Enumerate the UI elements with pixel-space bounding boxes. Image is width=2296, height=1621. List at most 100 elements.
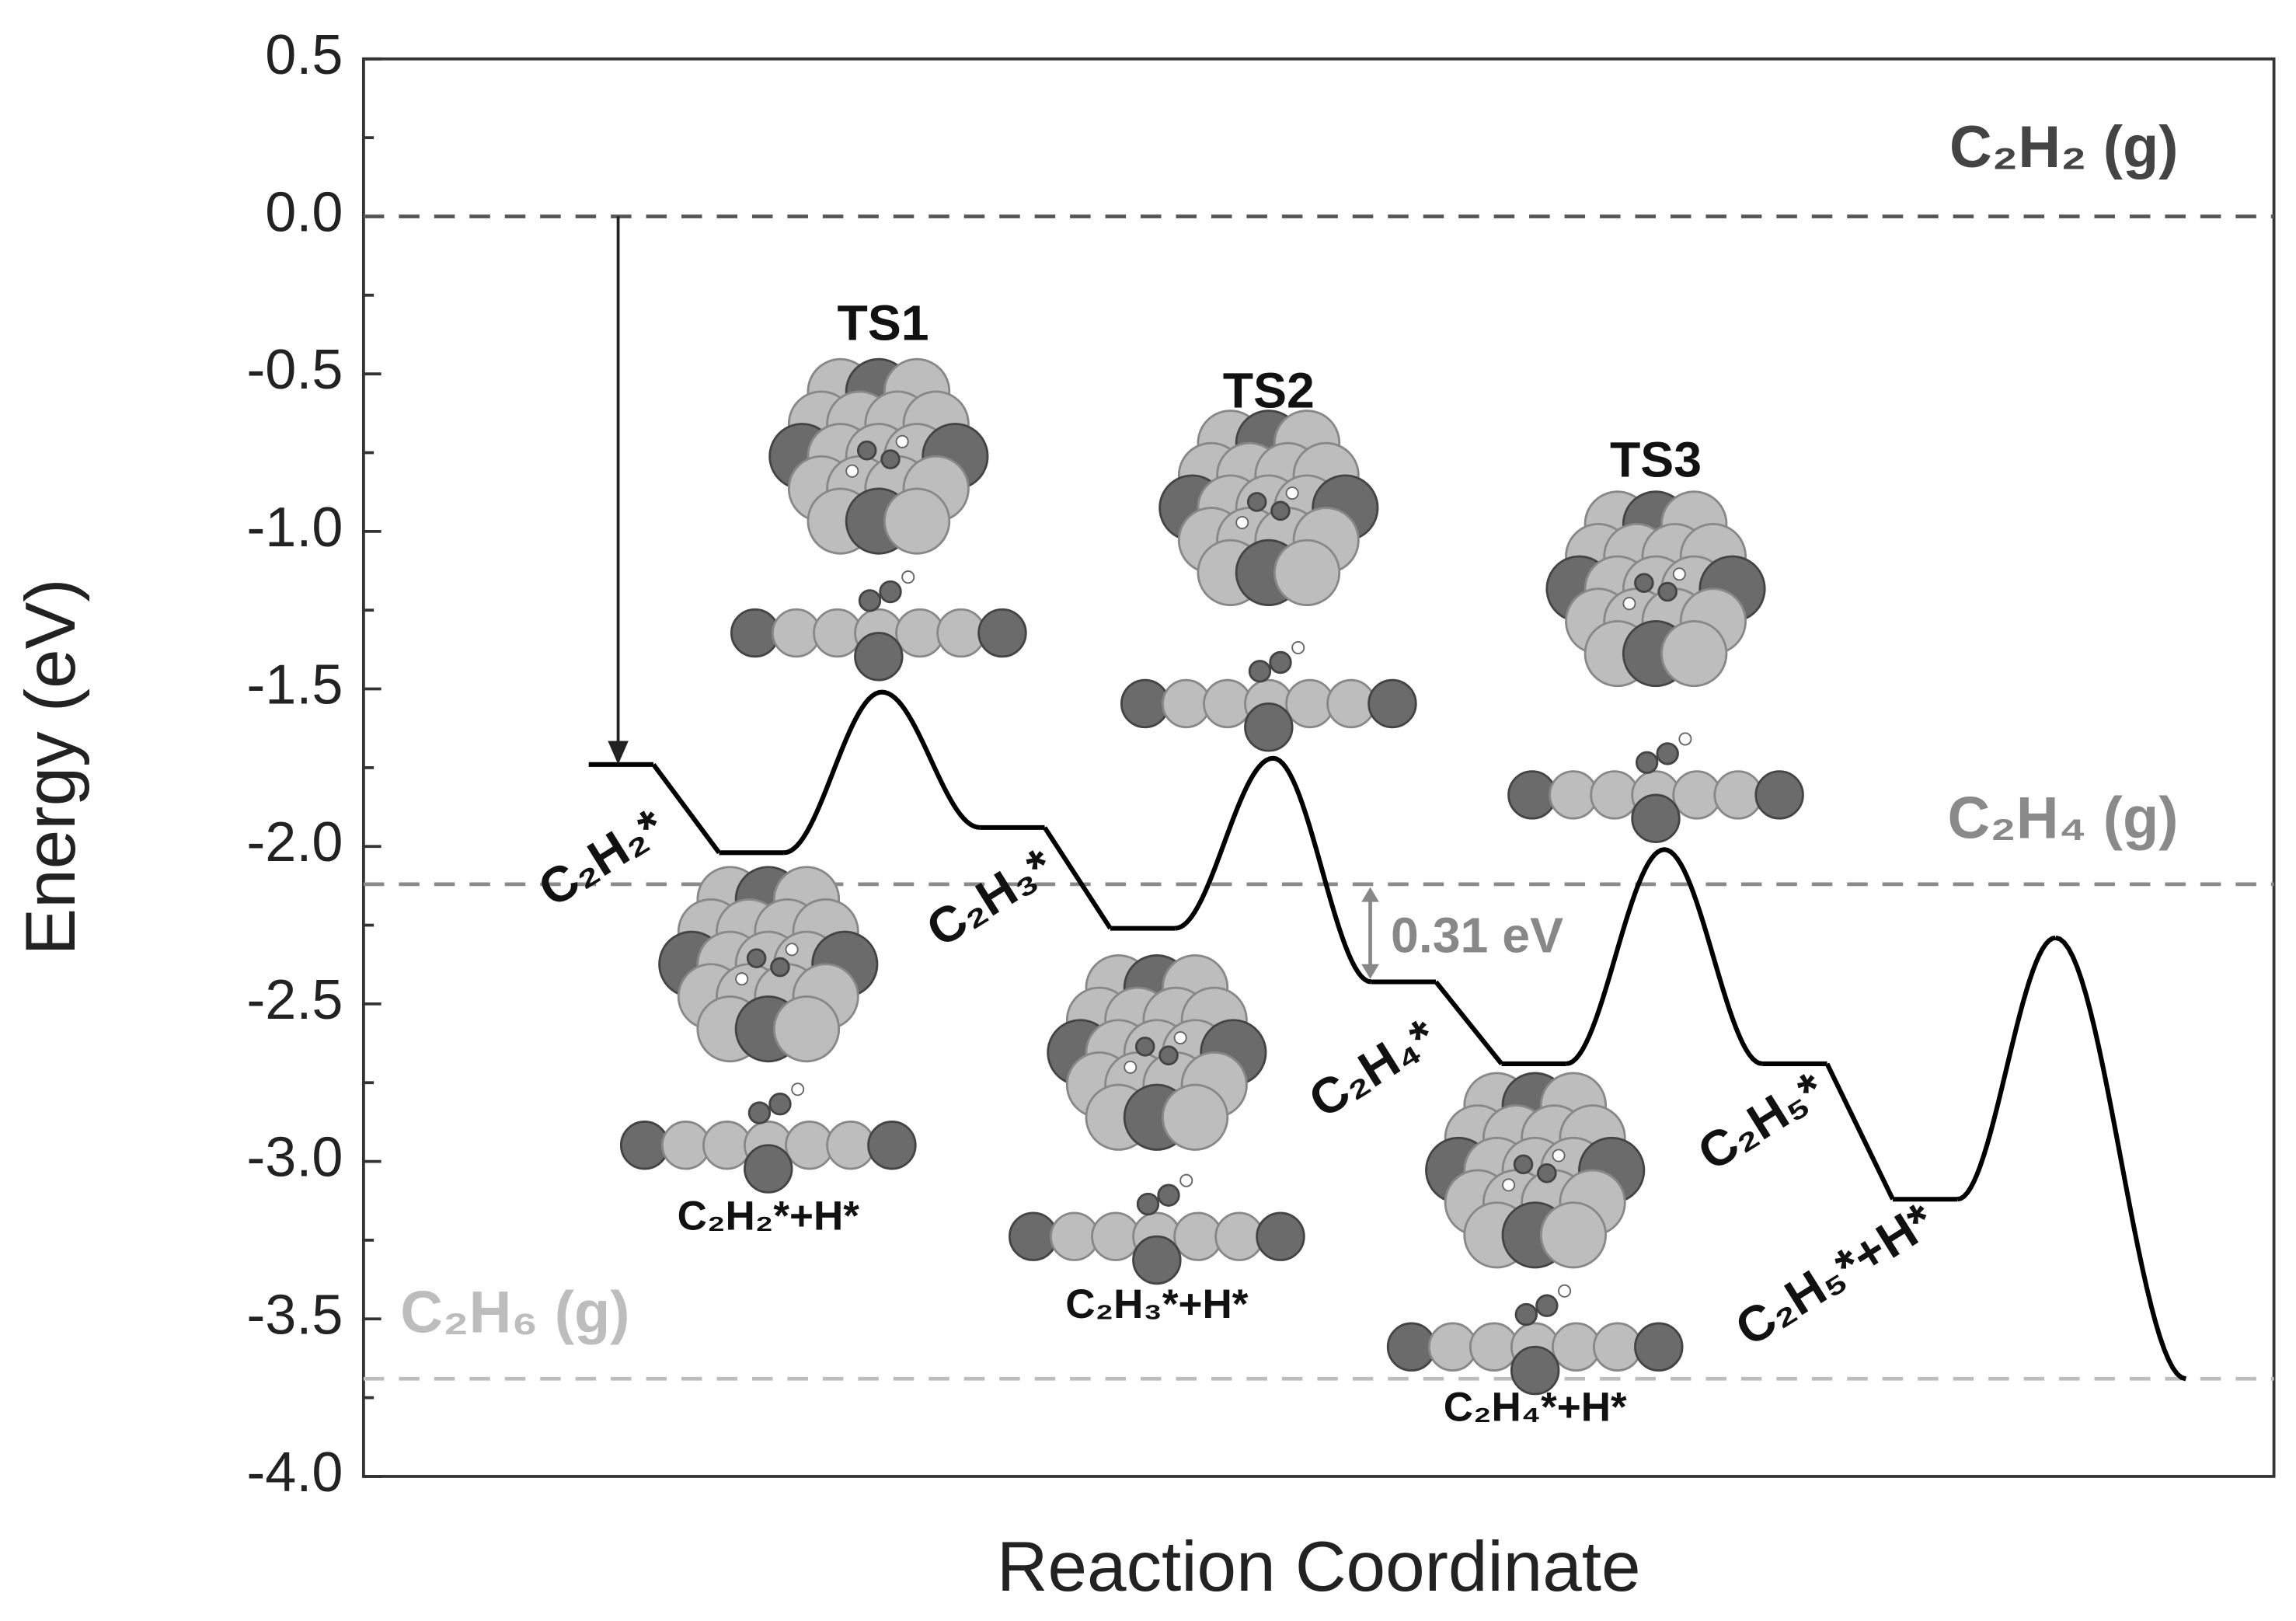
atom [1510,1345,1560,1396]
hydrogen [1235,515,1249,530]
y-tick-label: -0.5 [246,339,343,401]
atom [1158,1045,1179,1065]
atom [1634,573,1654,593]
hydrogen [1291,640,1305,655]
hydrogen [901,570,915,584]
arrow-head [1361,964,1379,979]
hydrogen [895,434,909,448]
atom [1507,770,1557,820]
atom [1214,1211,1264,1261]
atom [1657,581,1678,602]
gap-annotation: 0.31 eV [1391,907,1563,963]
atom [1244,702,1294,752]
atom [1173,1211,1223,1261]
hydrogen [735,972,749,986]
state-label: C₂H₂*+H* [678,1193,860,1239]
transition-state [1174,755,1372,985]
atom [1256,1211,1305,1261]
atom [1590,770,1639,820]
y-tick-label: -2.5 [246,969,343,1031]
atom [867,1121,917,1170]
transition-state [1566,847,1763,1066]
hydrogen [791,1082,805,1096]
atom [746,948,767,968]
structures [619,357,1804,1396]
atom [1120,678,1170,729]
arrow-head [1361,887,1379,902]
connector [1042,826,1113,930]
y-tick-label: 0.5 [265,24,343,86]
atom [1551,1322,1601,1372]
atom [977,608,1027,658]
atom [619,1121,670,1170]
y-tick-label: -4.0 [246,1441,343,1504]
atom [1269,650,1292,675]
atom [1273,539,1341,606]
ts-label: TS1 [837,295,929,351]
atom [1672,770,1722,820]
atom [1246,492,1267,512]
ts-label: TS3 [1610,432,1702,488]
atom [936,608,986,658]
atom [883,487,951,555]
atom [1539,1201,1608,1269]
atom [702,1121,752,1170]
hydrogen [1622,597,1636,611]
atom [1157,1184,1180,1207]
y-tick-label: -1.5 [246,654,343,716]
atom [1386,1322,1437,1372]
hydrogen [1558,1284,1572,1298]
atom [895,608,945,658]
atom [1549,770,1598,820]
atom [1535,1294,1559,1317]
ts-label: TS2 [1223,363,1315,419]
atom [770,957,790,978]
connector [651,763,721,855]
atom [826,1121,876,1170]
atom [1513,1154,1534,1175]
transition-state [783,689,981,856]
atom [1656,742,1679,765]
atom [1326,678,1376,729]
reference-label: C₂H₂ (g) [1949,114,2178,180]
atom [772,608,821,658]
atom [1427,1322,1478,1372]
y-tick-label: 0.0 [265,182,343,244]
x-axis-title: Reaction Coordinate [997,1528,1641,1606]
atom [879,580,902,604]
arrow-head [608,741,629,765]
atom [1754,770,1804,820]
atom [785,1121,834,1170]
atom [1367,678,1417,729]
atom [1634,1322,1684,1372]
atom [858,589,882,612]
atom [1009,1211,1058,1261]
atom [813,608,862,658]
atom [1660,619,1728,688]
atom [1091,1211,1141,1261]
hydrogen [845,464,859,478]
reference-label: C₂H₄ (g) [1948,785,2179,851]
atom [1537,1163,1557,1184]
atom [1050,1211,1099,1261]
hydrogen [1173,1030,1187,1044]
hydrogen [1179,1173,1193,1187]
atom [1270,500,1291,521]
atom [1162,1083,1229,1151]
atom [730,608,780,658]
hydrogen [1502,1178,1516,1192]
atom [660,1121,711,1170]
atom [880,449,901,469]
hydrogen [1124,1060,1138,1074]
atom [854,632,904,682]
y-tick-label: -1.0 [246,497,343,559]
state-label: C₂H₃*+H* [1065,1281,1249,1327]
hydrogen [785,943,799,957]
connector [1824,1062,1895,1201]
state-label: C₂H₄*+H* [1444,1385,1627,1431]
hydrogen [1678,732,1692,746]
atom [1514,1302,1538,1326]
